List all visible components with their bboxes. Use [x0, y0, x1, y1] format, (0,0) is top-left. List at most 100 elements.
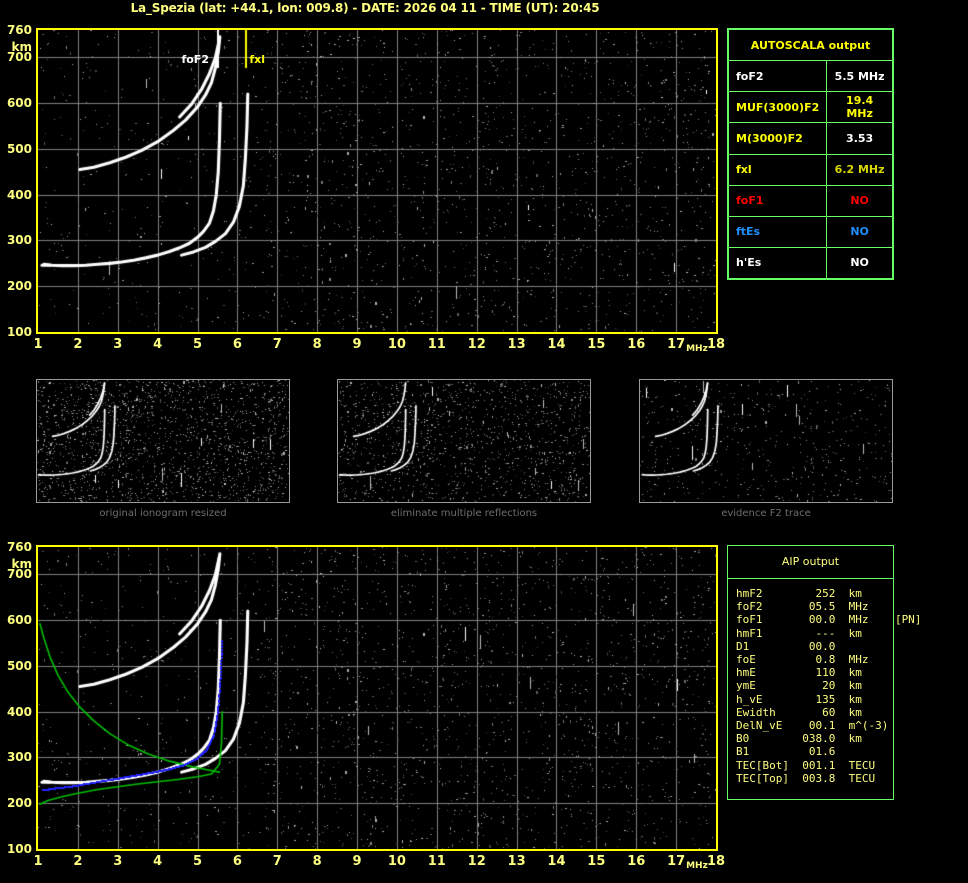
- x-tick-2: 2: [73, 337, 83, 352]
- thumbnail-eliminate-multiple-reflections[interactable]: [337, 379, 591, 503]
- autoscala-row: fxl 6.2 MHz: [727, 153, 893, 186]
- x-tick-10: 10: [387, 854, 406, 869]
- aip-row-B1: B1 01.6: [736, 745, 895, 759]
- x-tick-17: 17: [667, 854, 686, 869]
- y-tick-200: 200: [6, 279, 32, 294]
- y-tick-600: 600: [6, 613, 32, 628]
- marker-label-fof2: foF2: [181, 53, 209, 66]
- x-axis-unit: MHz: [686, 344, 708, 354]
- x-tick-18: 18: [706, 854, 726, 869]
- autoscala-label-ftEs: ftEs: [727, 215, 828, 248]
- x-tick-1: 1: [33, 854, 43, 869]
- autoscala-output-table: AUTOSCALA output foF2 5.5 MHz MUF(3000)F2 1…: [727, 28, 894, 280]
- x-tick-14: 14: [547, 337, 566, 352]
- x-tick-14: 14: [547, 854, 566, 869]
- x-tick-7: 7: [272, 337, 282, 352]
- y-axis-unit: km: [11, 40, 32, 54]
- aip-row-h_vE: h_vE 135 km: [736, 692, 895, 706]
- aip-row-TECBot: TEC[Bot] 001.1 TECU: [736, 758, 895, 772]
- bottom-ionogram-plot[interactable]: [36, 545, 718, 851]
- autoscala-value-hEs: NO: [826, 246, 893, 280]
- autoscala-label-fxl: fxl: [727, 153, 828, 186]
- x-tick-2: 2: [73, 854, 83, 869]
- y-tick-700: 700: [6, 50, 32, 65]
- bottom-ionogram-canvas: [38, 547, 716, 849]
- aip-title: AIP output: [728, 546, 893, 579]
- autoscala-label-MUF3000F2: MUF(3000)F2: [727, 91, 828, 124]
- thumbnail-caption-2: evidence F2 trace: [721, 508, 811, 519]
- autoscala-label-foF1: foF1: [727, 184, 828, 217]
- aip-row-B0: B0 038.0 km: [736, 732, 895, 746]
- autoscala-title: AUTOSCALA output: [728, 28, 893, 62]
- autoscala-value-ftEs: NO: [826, 215, 893, 248]
- autoscala-row: foF1 NO: [727, 184, 893, 217]
- autoscala-value-MUF3000F2: 19.4 MHz: [826, 91, 893, 124]
- x-tick-11: 11: [427, 854, 446, 869]
- marker-label-fxl: fxl: [249, 53, 266, 66]
- x-tick-17: 17: [667, 337, 686, 352]
- y-tick-600: 600: [6, 96, 32, 111]
- thumbnail-original-canvas: [37, 380, 289, 502]
- aip-row-hmE: hmE 110 km: [736, 666, 895, 680]
- thumbnail-caption-0: original ionogram resized: [99, 508, 227, 519]
- page-title: La_Spezia (lat: +44.1, lon: 009.8) - DAT…: [130, 1, 600, 15]
- aip-rows: hmF2 252 km foF2 05.5 MHz foF1 00.0 MHz …: [728, 579, 922, 785]
- aip-row-foE: foE 0.8 MHz: [736, 653, 895, 667]
- aip-output-panel: AIP output hmF2 252 km foF2 05.5 MHz foF…: [727, 545, 922, 800]
- aip-row-hmF2: hmF2 252 km: [736, 587, 895, 600]
- x-tick-12: 12: [467, 337, 486, 352]
- x-tick-9: 9: [352, 854, 362, 869]
- y-tick-400: 400: [6, 187, 32, 202]
- x-tick-13: 13: [507, 337, 526, 352]
- aip-row-DelN_vE: DelN_vE 00.1 m^(-3): [736, 719, 895, 733]
- y-tick-100: 100: [6, 842, 32, 856]
- autoscala-label-foF2: foF2: [727, 60, 828, 93]
- aip-row-D1: D1 00.0: [736, 639, 895, 653]
- top-ionogram-canvas: [38, 30, 716, 332]
- x-tick-16: 16: [627, 337, 646, 352]
- y-tick-760: 760: [6, 23, 32, 37]
- x-tick-13: 13: [507, 854, 526, 869]
- y-tick-300: 300: [6, 233, 32, 248]
- thumbnail-f2-canvas: [640, 380, 892, 502]
- x-tick-8: 8: [312, 337, 322, 352]
- y-axis-unit: km: [11, 557, 32, 571]
- y-tick-500: 500: [6, 658, 32, 673]
- y-tick-500: 500: [6, 141, 32, 156]
- autoscala-label-hEs: h'Es: [727, 246, 828, 280]
- x-tick-6: 6: [232, 854, 242, 869]
- x-tick-11: 11: [427, 337, 446, 352]
- x-tick-4: 4: [153, 337, 163, 352]
- thumbnail-evidence-f2-trace[interactable]: [639, 379, 893, 503]
- x-tick-18: 18: [706, 337, 726, 352]
- x-tick-15: 15: [587, 337, 606, 352]
- autoscala-row: foF2 5.5 MHz: [727, 60, 893, 93]
- x-tick-7: 7: [272, 854, 282, 869]
- x-tick-3: 3: [113, 854, 123, 869]
- y-tick-100: 100: [6, 325, 32, 339]
- autoscala-label-M3000F2: M(3000)F2: [727, 122, 828, 155]
- y-tick-760: 760: [6, 540, 32, 554]
- x-tick-6: 6: [232, 337, 242, 352]
- autoscala-row: ftEs NO: [727, 215, 893, 248]
- aip-row-hmF1: hmF1 --- km: [736, 626, 895, 640]
- x-tick-8: 8: [312, 854, 322, 869]
- autoscala-value-foF1: NO: [826, 184, 893, 217]
- x-tick-3: 3: [113, 337, 123, 352]
- autoscala-value-foF2: 5.5 MHz: [826, 60, 893, 93]
- x-tick-4: 4: [153, 854, 163, 869]
- y-tick-700: 700: [6, 567, 32, 582]
- x-tick-15: 15: [587, 854, 606, 869]
- x-tick-1: 1: [33, 337, 43, 352]
- y-tick-400: 400: [6, 704, 32, 719]
- thumbnail-original-ionogram[interactable]: [36, 379, 290, 503]
- thumbnail-caption-1: eliminate multiple reflections: [390, 508, 538, 519]
- x-tick-10: 10: [387, 337, 406, 352]
- top-ionogram-plot[interactable]: [36, 28, 718, 334]
- x-tick-16: 16: [627, 854, 646, 869]
- aip-row-ymE: ymE 20 km: [736, 679, 895, 693]
- autoscala-row: M(3000)F2 3.53: [727, 122, 893, 155]
- aip-row-foF1: foF1 00.0 MHz [PN]: [736, 613, 922, 627]
- y-tick-300: 300: [6, 750, 32, 765]
- autoscala-row: h'Es NO: [727, 246, 893, 280]
